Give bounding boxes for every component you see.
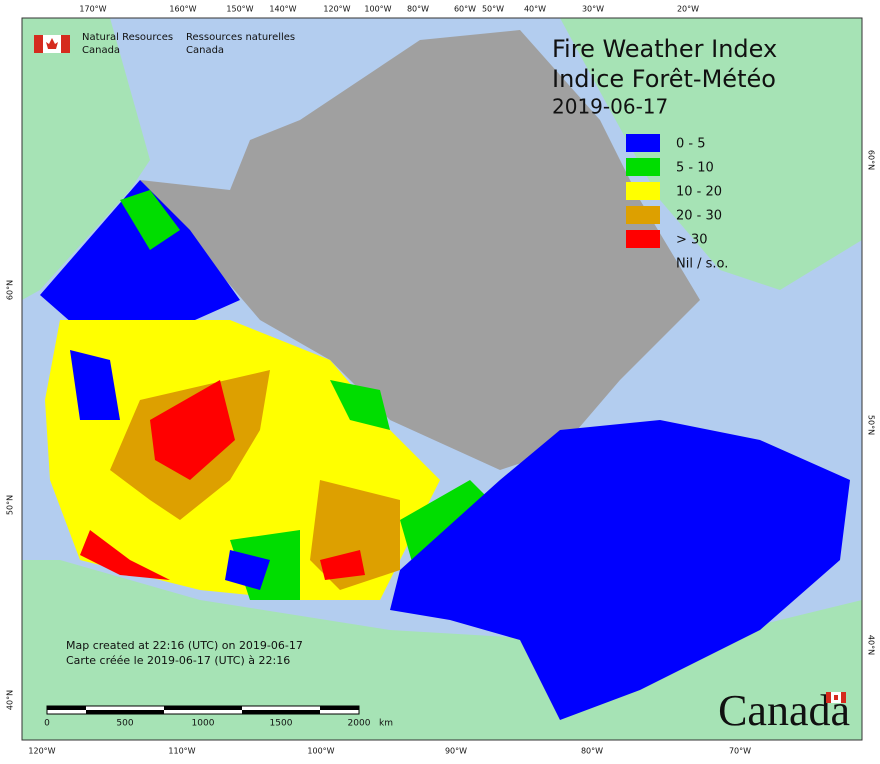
longitude-label: 80°W: [407, 5, 429, 14]
scale-segment: [242, 710, 281, 714]
longitude-label: 90°W: [445, 747, 467, 756]
title-fr: Indice Forêt-Météo: [552, 65, 776, 93]
agency-logo: Natural Resources Canada Ressources natu…: [34, 32, 295, 56]
flag-bar: [61, 35, 70, 53]
legend-label: 10 - 20: [676, 185, 722, 200]
scale-segment: [320, 706, 359, 710]
longitude-label: 140°W: [269, 5, 296, 14]
scale-tick-label: 1500: [270, 719, 293, 729]
graticule-labels: 170°W 160°W 150°W 140°W 120°W 100°W 80°W 60°W 50…: [6, 5, 876, 756]
scale-segment: [125, 710, 164, 714]
latitude-label: 50°N: [6, 495, 15, 515]
longitude-label: 110°W: [168, 747, 195, 756]
legend-swatch: [626, 134, 660, 152]
region-red: [150, 380, 235, 480]
scale-segment: [281, 710, 320, 714]
scale-tick-label: 0: [44, 719, 50, 729]
longitude-label: 120°W: [28, 747, 55, 756]
agency-en: Natural Resources: [82, 32, 173, 43]
region-blue: [40, 180, 240, 340]
legend-swatch: [626, 254, 660, 272]
longitude-label: 170°W: [79, 5, 106, 14]
wordmark-flag: [826, 692, 846, 703]
region-blue: [390, 420, 850, 720]
longitude-label: 20°W: [677, 5, 699, 14]
maple-leaf: [46, 38, 58, 49]
latitude-label: 60°N: [867, 150, 876, 170]
agency-en: Canada: [82, 45, 120, 56]
region-green: [120, 190, 180, 250]
scale-segment: [47, 706, 86, 710]
scale-tick-label: 1000: [192, 719, 215, 729]
alaska: [22, 18, 150, 300]
scale-segment: [86, 710, 125, 714]
region-green: [330, 380, 390, 430]
flag-bar: [841, 692, 846, 703]
legend-swatch: [626, 182, 660, 200]
frame: [21, 17, 863, 741]
agency-fr: Canada: [186, 45, 224, 56]
footer-fr: Carte créée le 2019-06-17 (UTC) à 22:16: [66, 654, 290, 667]
longitude-label: 100°W: [307, 747, 334, 756]
longitude-label: 50°W: [482, 5, 504, 14]
legend-label: 5 - 10: [676, 161, 714, 176]
legend: 0 - 5 5 - 10 10 - 20 20 - 30 > 30 Nil / s.o.: [626, 134, 728, 272]
region-nil: [140, 30, 700, 470]
longitude-label: 80°W: [581, 747, 603, 756]
title-date: 2019-06-17: [552, 95, 668, 119]
agency-fr: Ressources naturelles: [186, 32, 295, 43]
latitude-label: 50°N: [867, 415, 876, 435]
longitude-label: 100°W: [364, 5, 391, 14]
region-red: [80, 530, 170, 580]
latitude-label: 40°N: [6, 690, 15, 710]
latitude-label: 40°N: [867, 635, 876, 655]
longitude-label: 160°W: [169, 5, 196, 14]
longitude-label: 150°W: [226, 5, 253, 14]
longitude-label: 40°W: [524, 5, 546, 14]
scale-bar: 0 500 1000 1500 2000 km: [44, 705, 393, 729]
usa: [22, 560, 862, 740]
flag-bar: [826, 692, 831, 703]
longitude-label: 120°W: [323, 5, 350, 14]
title-en: Fire Weather Index: [552, 35, 777, 63]
fwi-regions: [40, 30, 850, 720]
flag-bar: [34, 35, 43, 53]
region-blue: [70, 350, 120, 420]
longitude-label: 30°W: [582, 5, 604, 14]
scale-tick-label: 2000: [348, 719, 371, 729]
legend-label: Nil / s.o.: [676, 257, 728, 272]
legend-swatch: [626, 230, 660, 248]
scale-segment: [203, 706, 242, 710]
land: [22, 18, 862, 740]
greenland: [560, 18, 862, 290]
region-red: [320, 550, 365, 580]
scale-segment: [164, 706, 203, 710]
longitude-label: 60°W: [454, 5, 476, 14]
legend-label: 20 - 30: [676, 209, 722, 224]
scale-unit: km: [379, 719, 393, 729]
region-blue: [225, 550, 270, 590]
maple-leaf: [834, 695, 838, 700]
latitude-label: 60°N: [6, 280, 15, 300]
scale-tick-label: 500: [116, 719, 133, 729]
longitude-label: 70°W: [729, 747, 751, 756]
legend-swatch: [626, 158, 660, 176]
footer-en: Map created at 22:16 (UTC) on 2019-06-17: [66, 639, 303, 652]
legend-swatch: [626, 206, 660, 224]
legend-label: > 30: [676, 233, 708, 248]
legend-label: 0 - 5: [676, 137, 706, 152]
